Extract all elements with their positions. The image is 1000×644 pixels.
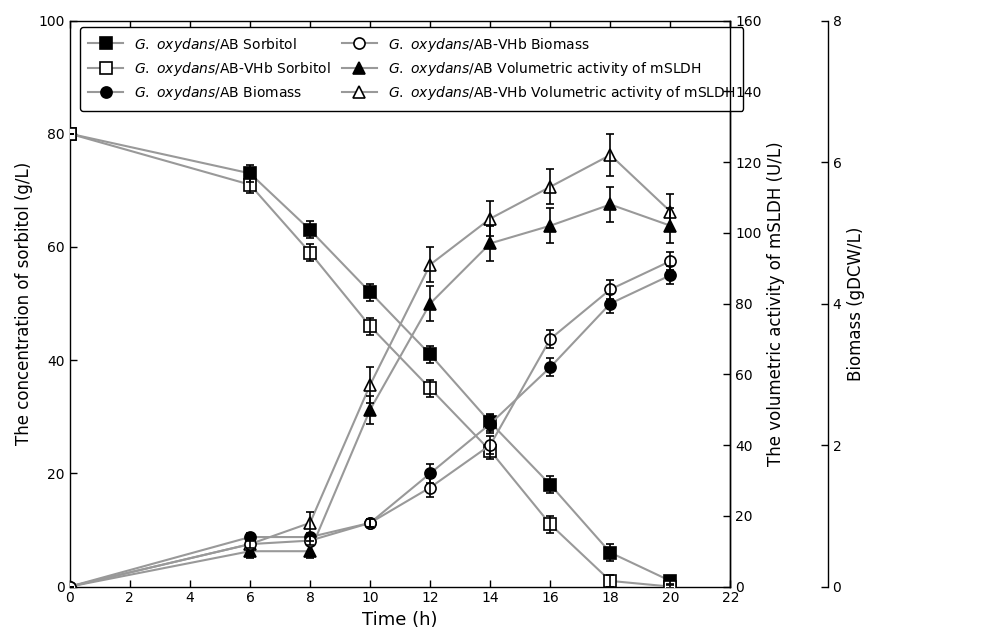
Legend: $\it{G.\ oxydans}$/AB Sorbitol, $\it{G.\ oxydans}$/AB-VHb Sorbitol, $\it{G.\ oxy: $\it{G.\ oxydans}$/AB Sorbitol, $\it{G.\… — [80, 28, 743, 111]
Y-axis label: Biomass (gDCW/L): Biomass (gDCW/L) — [847, 226, 865, 381]
Y-axis label: The volumetric activity of mSLDH (U/L): The volumetric activity of mSLDH (U/L) — [767, 141, 785, 466]
X-axis label: Time (h): Time (h) — [362, 611, 438, 629]
Y-axis label: The concentration of sorbitol (g/L): The concentration of sorbitol (g/L) — [15, 162, 33, 445]
